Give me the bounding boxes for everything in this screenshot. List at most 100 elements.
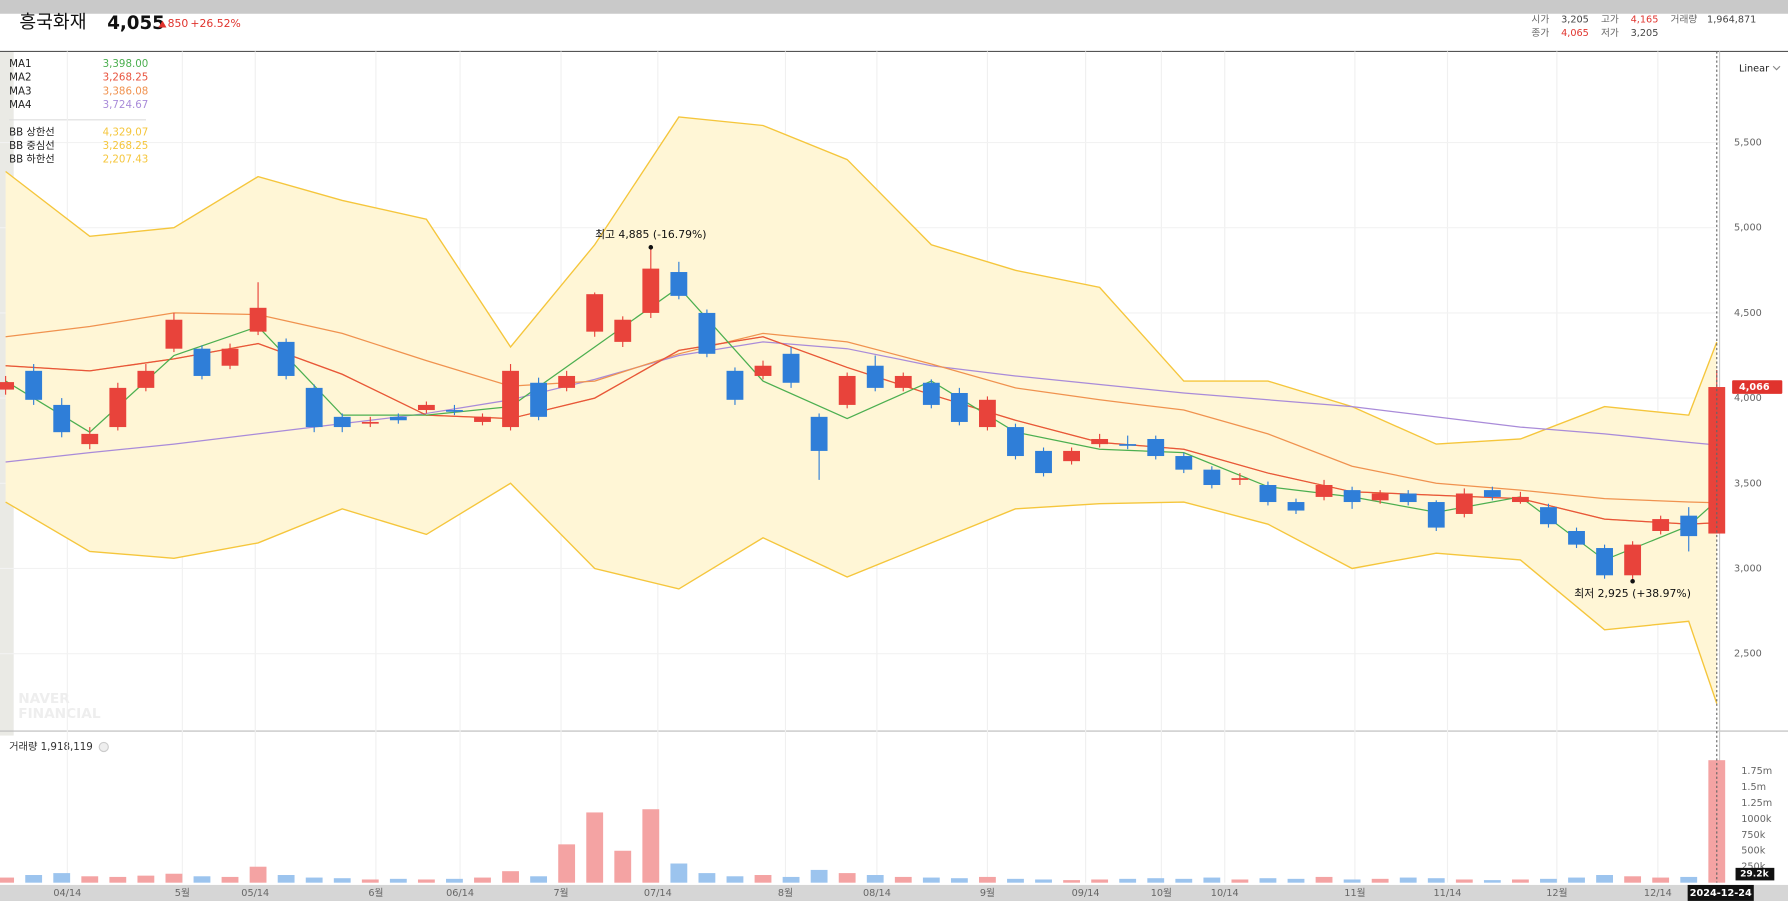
volume-bar — [1540, 878, 1557, 883]
volume-bar — [361, 879, 379, 883]
volume-bar — [446, 878, 463, 883]
candle-body — [1399, 493, 1417, 503]
volume-bar — [1511, 879, 1529, 883]
x-tick-label: 04/14 — [53, 888, 81, 899]
candle-body — [642, 268, 660, 313]
date-marker-label: 2024-12-24 — [1690, 888, 1752, 899]
x-tick-label: 08/14 — [863, 888, 891, 899]
volume-bar — [866, 875, 884, 883]
legend-name: BB 중심선 — [9, 140, 55, 152]
y-tick-label: 2,500 — [1734, 649, 1762, 660]
candle-body — [614, 319, 632, 342]
candle-body — [25, 370, 43, 400]
candle-body — [1203, 469, 1221, 485]
stat-label: 시가 — [1531, 13, 1549, 25]
candle-body — [389, 416, 407, 421]
volume-bar — [950, 878, 968, 883]
y-tick-label: 4,500 — [1734, 308, 1762, 319]
candle-body — [474, 416, 491, 422]
y-tick-label: 5,500 — [1734, 138, 1762, 149]
volume-bar — [1091, 879, 1109, 883]
volume-bar — [1455, 879, 1473, 883]
stat-value: 1,964,871 — [1707, 14, 1756, 25]
volume-bar — [1343, 879, 1361, 883]
candle-body — [950, 392, 968, 422]
candle-body — [1427, 502, 1445, 528]
volume-bar — [1231, 879, 1249, 883]
volume-tick-label: 1000k — [1741, 814, 1772, 825]
volume-bar — [109, 876, 127, 883]
volume-bar — [979, 876, 996, 883]
x-tick-label: 10/14 — [1211, 888, 1239, 899]
candle-body — [333, 416, 351, 428]
volume-tick-label: 1.5m — [1741, 782, 1766, 793]
candle-body — [417, 404, 435, 411]
candle-body — [810, 416, 828, 451]
indicator-line — [5, 482, 1718, 704]
volume-bar — [277, 875, 295, 883]
candle-body — [894, 375, 912, 388]
date-marker — [1687, 884, 1754, 901]
indicator-line — [5, 286, 1718, 561]
x-tick-label: 12/14 — [1644, 888, 1672, 899]
change: 850 — [168, 17, 189, 30]
legend-name: BB 하한선 — [9, 153, 55, 166]
candle-body — [670, 272, 688, 296]
y-tick-label: 4,000 — [1734, 393, 1762, 404]
volume-bar — [1063, 880, 1080, 883]
stat-label: 종가 — [1531, 27, 1549, 39]
scale-select[interactable]: Linear — [1739, 63, 1769, 74]
volume-bar — [1427, 878, 1445, 883]
x-tick-label: 11월 — [1344, 887, 1365, 899]
candle-body — [53, 404, 71, 433]
stock-name: 흥국화재 — [19, 12, 86, 33]
candle-body — [109, 387, 127, 428]
candle-body — [1091, 438, 1109, 445]
candle-body — [1343, 490, 1361, 503]
candle-body — [1231, 478, 1249, 480]
settings-icon[interactable] — [98, 741, 109, 753]
legend-value: 3,268.25 — [103, 72, 149, 84]
volume-bar — [221, 876, 239, 883]
volume-bar — [1399, 877, 1417, 883]
candle-body — [726, 370, 744, 400]
volume-bar — [1652, 877, 1670, 883]
y-tick-label: 3,000 — [1734, 563, 1762, 574]
volume-bar — [894, 876, 912, 883]
candle-body — [586, 294, 604, 332]
y-tick-label: 5,000 — [1734, 223, 1762, 234]
volume-bar — [305, 877, 323, 883]
volume-bar — [1007, 878, 1024, 883]
volume-bar — [670, 863, 688, 883]
indicator-line — [5, 312, 1717, 504]
indicator-line — [5, 116, 1718, 445]
volume-bar — [1371, 878, 1389, 883]
candle-body — [558, 375, 576, 388]
candle-body — [1483, 490, 1501, 497]
volume-bar — [586, 812, 604, 883]
volume-bar — [558, 844, 576, 883]
legend-value: 2,207.43 — [103, 154, 149, 166]
candle-body — [1568, 530, 1585, 545]
volume-bar — [1568, 877, 1585, 883]
candle-body — [1007, 427, 1024, 457]
legend-value: 3,398.00 — [103, 58, 149, 70]
dropdown-caret[interactable] — [1772, 65, 1781, 71]
candle-body — [1708, 387, 1726, 534]
candle-body — [1371, 493, 1389, 501]
candle-body — [446, 410, 463, 412]
volume-tick-label: 500k — [1741, 846, 1765, 857]
stat-value: 4,065 — [1561, 28, 1589, 39]
volume-bar — [165, 873, 183, 883]
x-axis-bar — [0, 884, 1788, 901]
stat-value: 3,205 — [1561, 14, 1589, 25]
volume-bar — [389, 878, 407, 883]
y-tick-label: 3,500 — [1734, 478, 1762, 489]
candle-body — [1175, 456, 1193, 470]
indicator-line — [5, 336, 1717, 525]
volume-bar — [417, 879, 435, 883]
candle-body — [165, 319, 183, 349]
volume-bar — [0, 877, 15, 883]
legend-name: BB 상한선 — [9, 126, 55, 138]
x-tick-label: 05/14 — [241, 888, 269, 899]
